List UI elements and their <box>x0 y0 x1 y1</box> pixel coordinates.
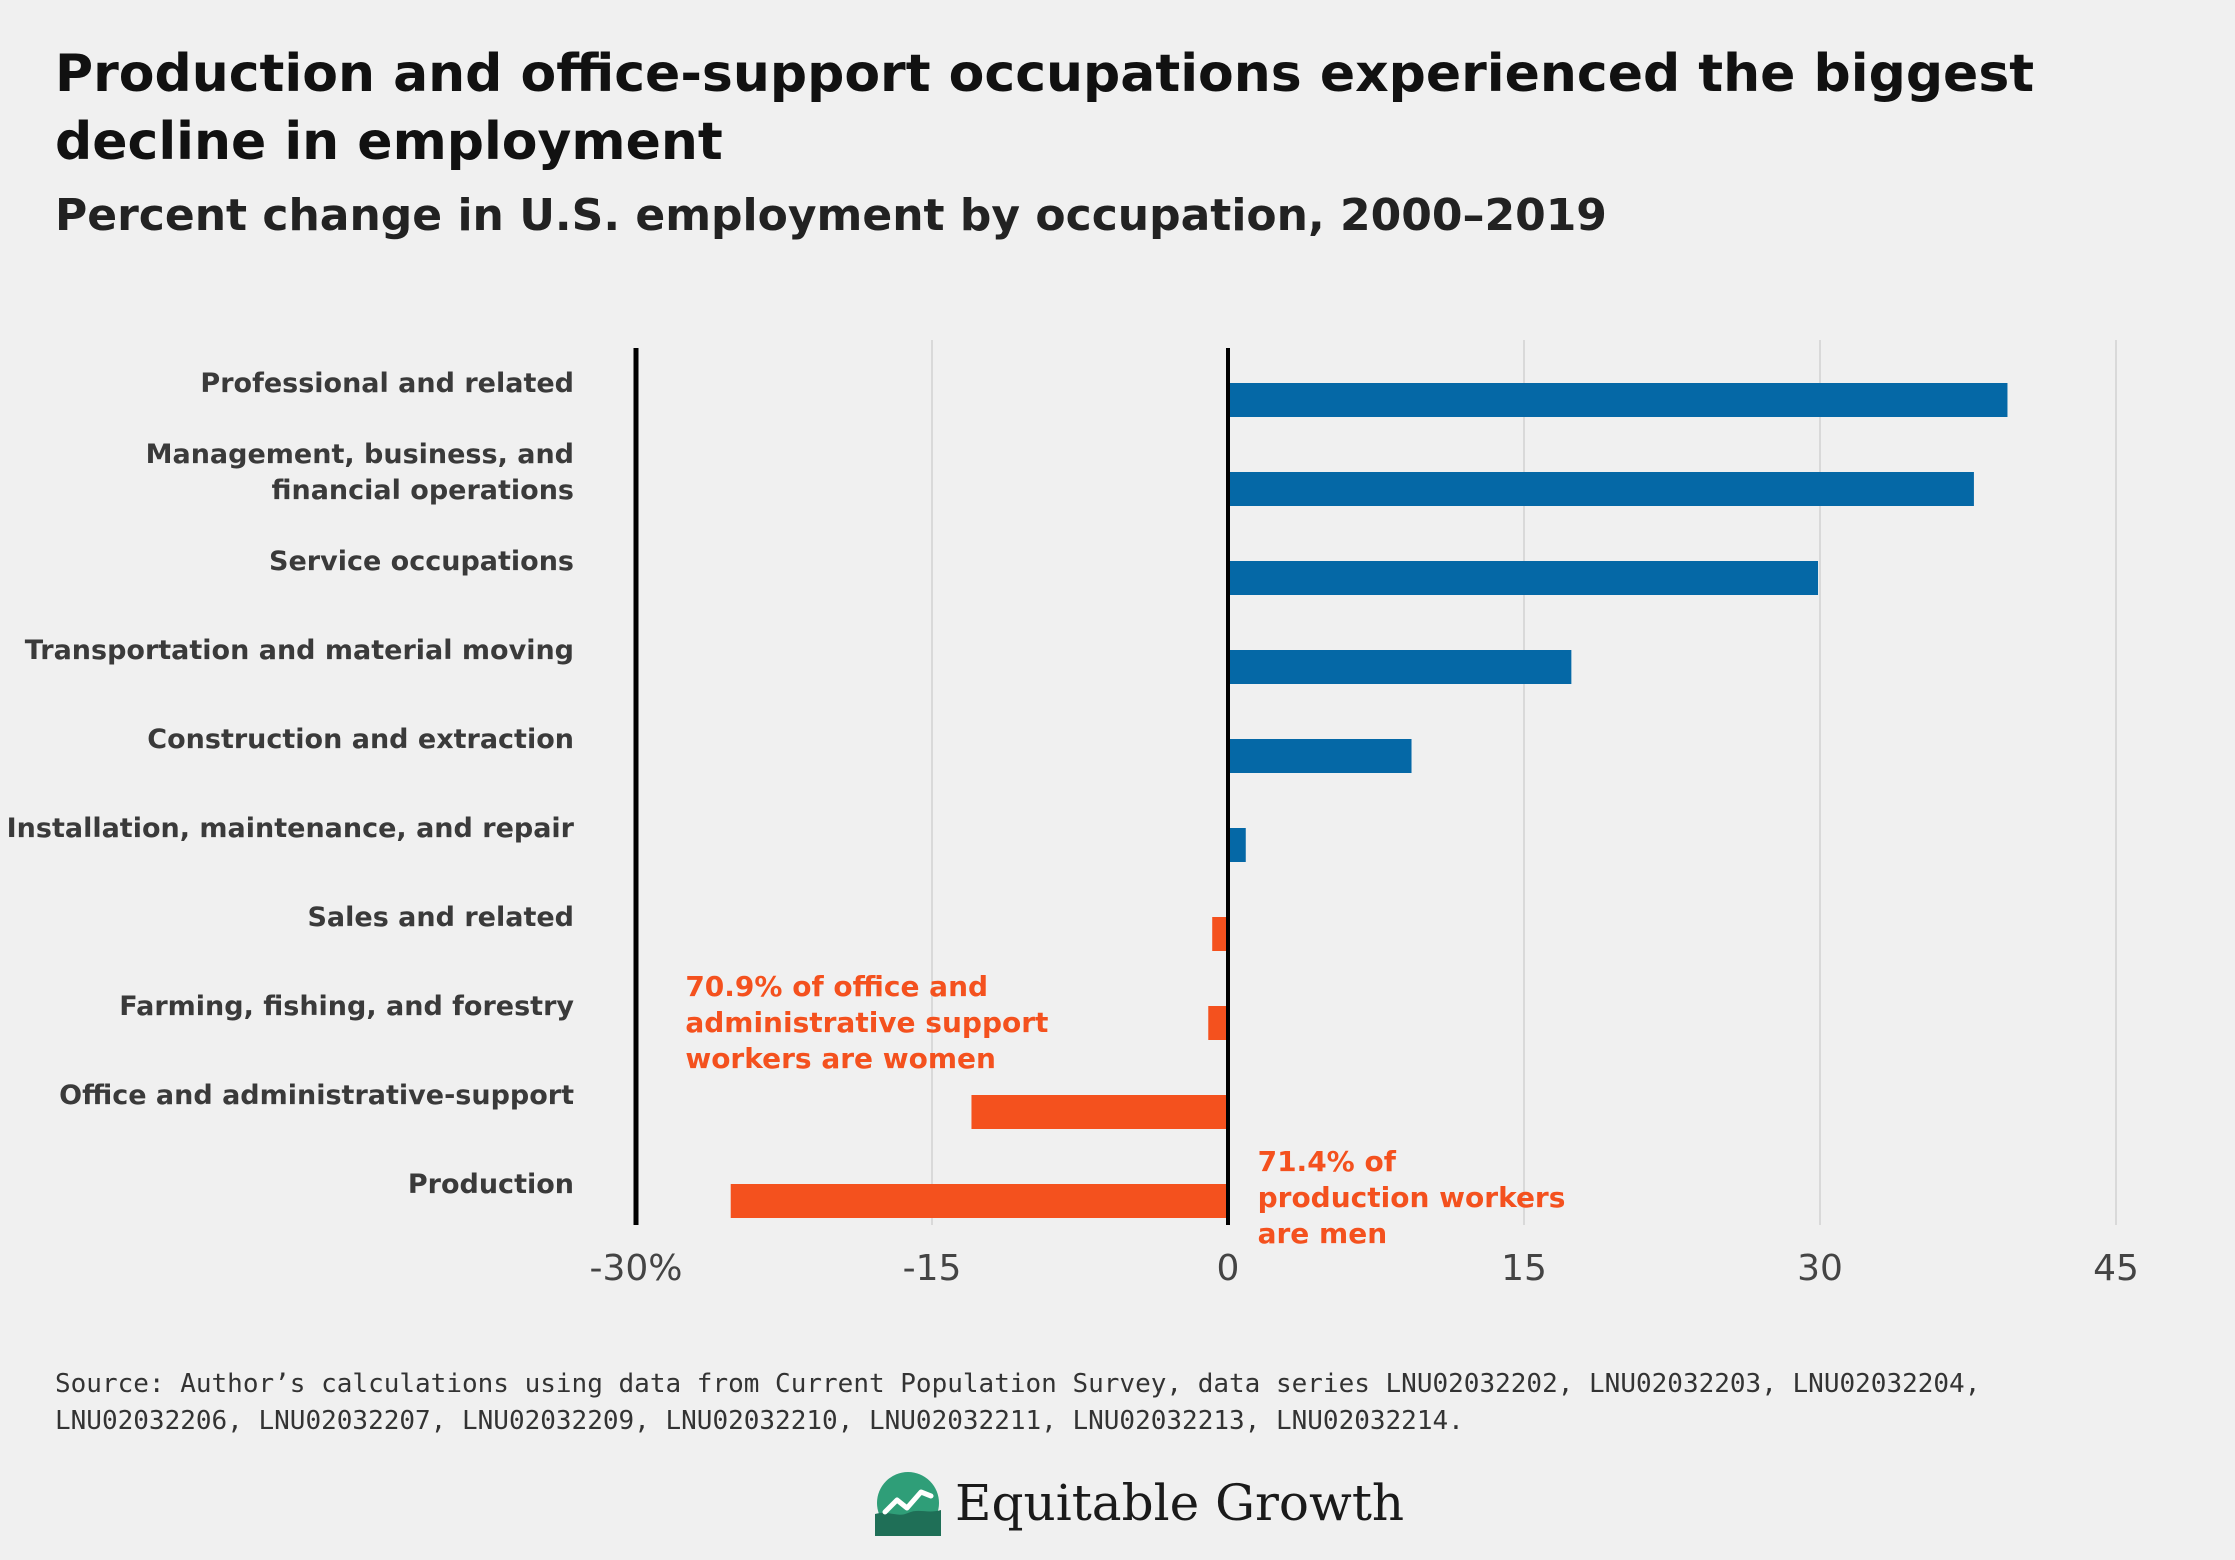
category-label: Sales and related <box>307 902 574 933</box>
equitable-growth-logo-icon <box>875 1472 941 1536</box>
chart-title: Production and office-support occupation… <box>55 44 2035 172</box>
brand-name: Equitable Growth <box>955 1474 1405 1532</box>
tick-label: 30 <box>1797 1248 1843 1289</box>
category-label: Production <box>408 1169 574 1200</box>
category-label: Professional and related <box>200 368 574 399</box>
source-note: Source: Author’s calculations using data… <box>55 1369 1981 1436</box>
bar <box>1228 739 1412 773</box>
tick-label: 15 <box>1501 1248 1547 1289</box>
category-label: Farming, fishing, and forestry <box>119 991 574 1022</box>
category-label: Management, business, and financial opera… <box>146 439 574 506</box>
tick-label: -15 <box>903 1248 962 1289</box>
tick-label: 0 <box>1217 1248 1240 1289</box>
annotation: 70.9% of office and administrative suppor… <box>685 970 1048 1075</box>
tick-label: -30% <box>589 1248 682 1289</box>
bar <box>730 1184 1228 1218</box>
category-label: Construction and extraction <box>147 724 574 755</box>
annotation: 71.4% of production workers are men <box>1258 1145 1566 1250</box>
bar <box>1228 472 1974 506</box>
category-label: Service occupations <box>269 546 574 577</box>
bar-chart: Professional and related Management, busi… <box>7 340 2139 1289</box>
category-label: Installation, maintenance, and repair <box>7 813 575 844</box>
bar <box>1228 828 1246 862</box>
bar <box>1228 650 1572 684</box>
bar <box>971 1095 1228 1129</box>
bar <box>1212 917 1228 951</box>
bar <box>1228 383 2008 417</box>
brand-logo: Equitable Growth <box>875 1468 1404 1538</box>
category-label: Transportation and material moving <box>25 635 574 666</box>
chart-subtitle: Percent change in U.S. employment by occ… <box>55 190 1607 241</box>
bar <box>1228 561 1819 595</box>
category-label: Office and administrative-support <box>59 1080 574 1111</box>
tick-label: 45 <box>2093 1248 2139 1289</box>
bar <box>1208 1006 1228 1040</box>
